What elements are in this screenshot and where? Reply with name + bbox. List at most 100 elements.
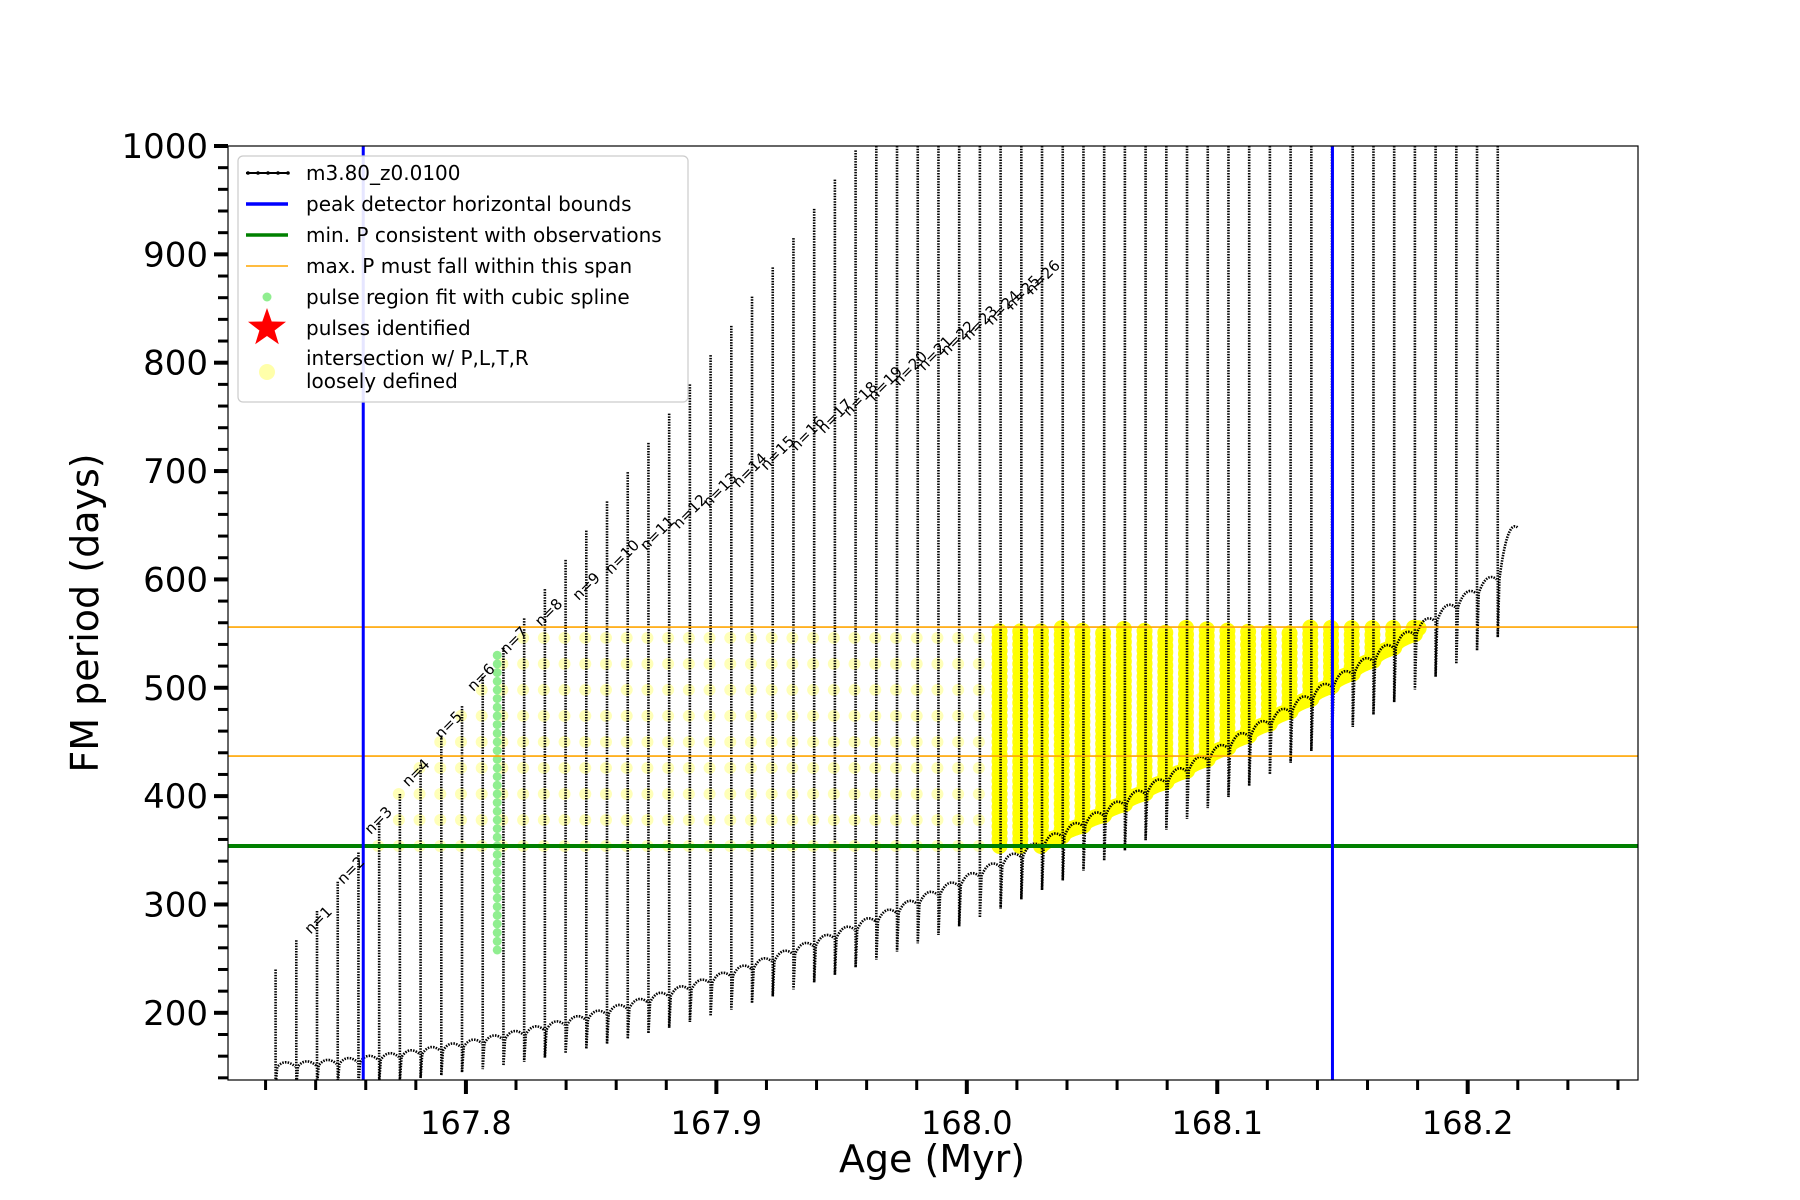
intersection-point [475,813,488,826]
intersection-point [475,683,488,696]
intersection-point [869,813,882,826]
intersection-point [641,735,654,748]
intersection-point [662,735,675,748]
intersection-point [579,683,592,696]
y-tick-label: 800 [143,344,208,384]
intersection-point [972,657,985,670]
intersection-point [1240,623,1257,640]
intersection-point [662,787,675,800]
model-pulse-path [1434,146,1457,677]
legend-swatch-dot [266,171,270,175]
spline-fit-point [492,936,502,946]
model-pulse-path [522,618,545,1062]
intersection-point [1012,623,1029,640]
model-pulse-path [999,146,1022,909]
intersection-point [952,787,965,800]
y-tick-label: 200 [143,994,208,1034]
data-layer [228,146,1638,1080]
spline-fit-point [492,702,502,712]
x-tick-label: 167.8 [420,1104,512,1142]
model-pulse-path [792,238,814,990]
intersection-point [931,657,944,670]
spline-fit-point [492,945,502,955]
model-pulse-path [1040,146,1063,891]
intersection-point [641,813,654,826]
intersection-point [682,709,695,722]
model-pulse-path [1289,146,1312,763]
model-pulse-path [440,735,462,1076]
y-axis-label: FM period (days) [63,453,107,772]
spline-fit-point [492,754,502,764]
y-tick-label: 500 [143,669,208,709]
spline-fit-region [492,650,502,955]
intersection-point [641,657,654,670]
intersection-point [454,709,467,722]
legend-swatch [262,292,272,302]
intersection-point [599,813,612,826]
intersection-point [517,657,530,670]
model-pulse-path [336,881,359,1080]
spline-fit-point [492,789,502,799]
intersection-point [786,657,799,670]
intersection-point [972,787,985,800]
intersection-point [744,761,757,774]
intersection-point [827,709,840,722]
intersection-point [724,683,737,696]
model-pulse-path [667,413,690,1028]
y-tick-label: 1000 [121,127,208,167]
model-pulse-path [937,146,959,936]
intersection-point [662,709,675,722]
spline-fit-point [492,763,502,773]
intersection-point [807,709,820,722]
intersection-point [620,683,633,696]
spline-fit-point [492,798,502,808]
model-pulse-path [1206,146,1229,809]
intersection-point [537,657,550,670]
intersection-point [1053,620,1070,637]
legend-swatch [259,364,275,380]
model-pulse-path [1102,146,1125,861]
model-pulse-path [750,296,773,1004]
model-pulse-path [916,146,939,944]
intersection-point [517,735,530,748]
model-pulse-path [833,179,856,976]
spline-fit-point [492,884,502,894]
intersection-point [848,683,861,696]
model-pulse-path [1185,146,1208,820]
intersection-point [972,813,985,826]
model-pulse-path [854,150,877,968]
intersection-point [869,735,882,748]
model-pulse-path [957,146,980,927]
spline-fit-point [492,685,502,695]
x-axis-label: Age (Myr) [839,1137,1025,1181]
model-pulse-path [460,706,483,1073]
legend-box [237,155,689,403]
legend-label: m3.80_z0.0100 [306,161,461,185]
intersection-point [744,683,757,696]
intersection-point [724,813,737,826]
intersection-point [662,657,675,670]
model-pulse-path [564,559,587,1054]
spline-fit-point [492,867,502,877]
legend-label: max. P must fall within this span [306,254,632,278]
spline-fit-point [492,919,502,929]
x-tick-label: 168.2 [1422,1104,1514,1142]
model-pulse-path [1061,146,1084,881]
model-pulse-path [1392,146,1415,703]
spline-fit-point [492,728,502,738]
spline-fit-point [492,650,502,660]
spline-fit-point [492,711,502,721]
intersection-point [786,787,799,800]
model-pulse-path [688,384,711,1023]
intersection-point [454,761,467,774]
intersection-point [827,631,840,644]
axes: 167.8 167.9 168.0 168.1 168.2 200 300 400 500 600… [121,127,1620,1142]
intersection-point [537,709,550,722]
model-pulse-path [1165,146,1187,830]
spline-fit-point [492,815,502,825]
legend-swatch-dot [286,171,290,175]
legend-label: pulses identified [306,316,471,340]
intersection-point [579,631,592,644]
intersection-point [889,735,902,748]
